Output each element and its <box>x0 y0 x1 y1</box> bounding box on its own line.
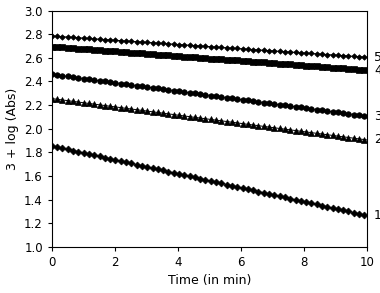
X-axis label: Time (in min): Time (in min) <box>168 275 251 287</box>
Text: 1: 1 <box>374 209 380 222</box>
Text: 3: 3 <box>374 110 380 123</box>
Text: 2: 2 <box>374 133 380 146</box>
Y-axis label: 3 + log (Abs): 3 + log (Abs) <box>6 88 19 170</box>
Text: 4: 4 <box>374 64 380 77</box>
Text: 5: 5 <box>374 51 380 64</box>
